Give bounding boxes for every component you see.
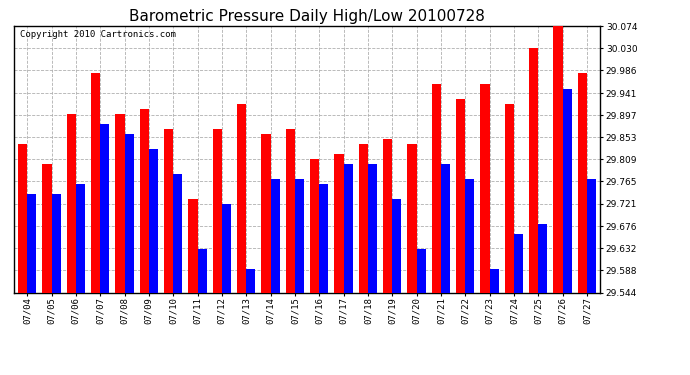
Bar xyxy=(295,179,304,292)
Bar xyxy=(67,114,76,292)
Bar xyxy=(222,204,231,292)
Bar xyxy=(407,144,417,292)
Text: Copyright 2010 Cartronics.com: Copyright 2010 Cartronics.com xyxy=(19,30,175,39)
Bar xyxy=(27,194,37,292)
Bar xyxy=(441,164,450,292)
Bar xyxy=(164,129,173,292)
Bar xyxy=(368,164,377,292)
Bar xyxy=(18,144,27,292)
Bar xyxy=(417,249,426,292)
Bar xyxy=(237,104,246,292)
Bar xyxy=(52,194,61,292)
Bar xyxy=(344,164,353,292)
Bar xyxy=(139,109,149,292)
Title: Barometric Pressure Daily High/Low 20100728: Barometric Pressure Daily High/Low 20100… xyxy=(129,9,485,24)
Bar xyxy=(335,154,344,292)
Bar xyxy=(115,114,124,292)
Bar xyxy=(149,149,158,292)
Bar xyxy=(359,144,368,292)
Bar xyxy=(270,179,279,292)
Bar xyxy=(213,129,222,292)
Bar xyxy=(392,199,402,292)
Bar xyxy=(286,129,295,292)
Bar xyxy=(124,134,134,292)
Bar xyxy=(465,179,475,292)
Bar xyxy=(587,179,596,292)
Bar xyxy=(578,74,587,292)
Bar xyxy=(197,249,207,292)
Bar xyxy=(76,184,85,292)
Bar xyxy=(310,159,319,292)
Bar xyxy=(504,104,514,292)
Bar xyxy=(562,88,572,292)
Bar xyxy=(91,74,100,292)
Bar xyxy=(100,124,110,292)
Bar xyxy=(319,184,328,292)
Bar xyxy=(383,139,392,292)
Bar xyxy=(456,99,465,292)
Bar xyxy=(262,134,270,292)
Bar xyxy=(529,48,538,292)
Bar xyxy=(490,269,499,292)
Bar xyxy=(42,164,52,292)
Bar xyxy=(173,174,182,292)
Bar xyxy=(480,84,490,292)
Bar xyxy=(553,26,562,292)
Bar xyxy=(246,269,255,292)
Bar xyxy=(538,224,547,292)
Bar xyxy=(188,199,197,292)
Bar xyxy=(514,234,523,292)
Bar xyxy=(432,84,441,292)
